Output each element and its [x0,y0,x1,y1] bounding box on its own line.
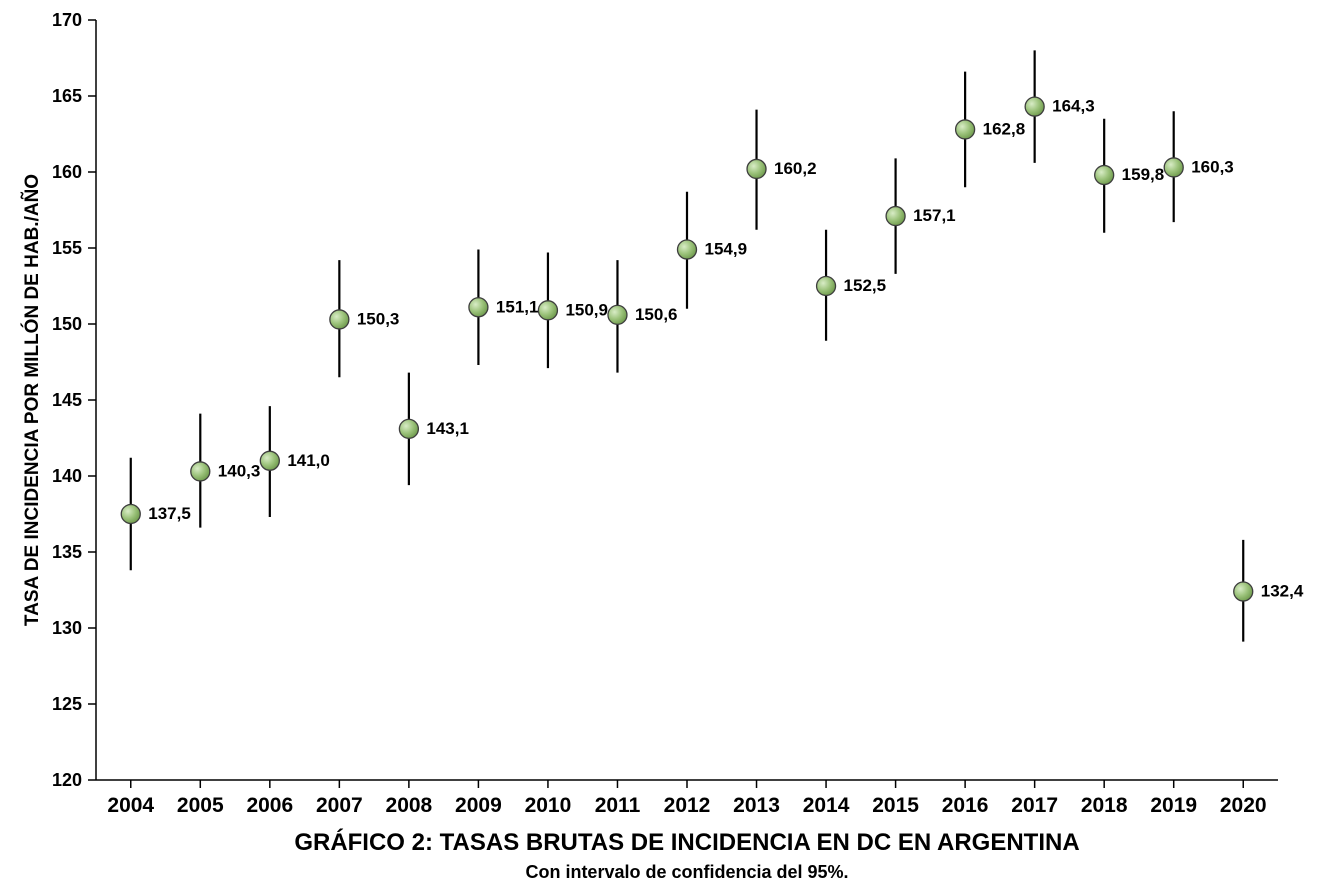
y-tick-label: 170 [52,10,82,30]
data-point [608,305,627,324]
data-point-label: 150,9 [565,300,608,319]
data-point-label: 150,3 [357,309,400,328]
x-tick-label: 2017 [1011,794,1058,817]
y-tick-label: 125 [52,694,82,714]
x-tick-label: 2006 [246,794,293,817]
y-tick-label: 135 [52,542,82,562]
y-tick-label: 165 [52,86,82,106]
y-tick-label: 160 [52,162,82,182]
data-point [886,207,905,226]
y-axis-title: TASA DE INCIDENCIA POR MILLÓN DE HAB./AÑ… [21,174,43,626]
data-point [191,462,210,481]
x-tick-label: 2008 [386,794,433,817]
x-tick-label: 2012 [664,794,711,817]
y-tick-label: 130 [52,618,82,638]
x-tick-label: 2020 [1220,794,1267,817]
data-point [1095,166,1114,185]
data-point-label: 160,3 [1191,157,1234,176]
y-tick-label: 145 [52,390,82,410]
data-point-label: 141,0 [287,451,330,470]
x-tick-label: 2009 [455,794,502,817]
data-point [1164,158,1183,177]
x-tick-label: 2019 [1150,794,1197,817]
x-tick-label: 2016 [942,794,989,817]
data-point-label: 152,5 [844,276,887,295]
data-point-label: 162,8 [983,119,1026,138]
x-tick-label: 2004 [107,794,154,817]
data-point [538,301,557,320]
data-point [260,451,279,470]
y-tick-label: 150 [52,314,82,334]
y-tick-label: 120 [52,770,82,790]
y-tick-label: 140 [52,466,82,486]
data-point [817,277,836,296]
data-point-label: 140,3 [218,461,261,480]
data-point [1234,582,1253,601]
data-point [399,419,418,438]
x-tick-label: 2010 [525,794,572,817]
data-point-label: 151,1 [496,297,539,316]
data-point-label: 143,1 [426,419,469,438]
data-point-label: 164,3 [1052,97,1095,116]
chart-title: GRÁFICO 2: TASAS BRUTAS DE INCIDENCIA EN… [294,828,1079,856]
data-point-label: 150,6 [635,305,678,324]
x-tick-label: 2011 [595,794,641,817]
x-tick-label: 2018 [1081,794,1128,817]
data-point-label: 159,8 [1122,165,1165,184]
data-point [1025,97,1044,116]
x-tick-label: 2005 [177,794,224,817]
x-tick-label: 2007 [316,794,363,817]
data-point-label: 137,5 [148,504,191,523]
data-point [469,298,488,317]
data-point [121,505,140,524]
x-tick-label: 2015 [872,794,919,817]
y-tick-label: 155 [52,238,82,258]
data-point [956,120,975,139]
x-tick-label: 2013 [733,794,780,817]
x-tick-label: 2014 [803,794,850,817]
data-point-label: 132,4 [1261,582,1304,601]
data-point-label: 160,2 [774,159,817,178]
data-point-label: 154,9 [705,240,748,259]
chart-subtitle: Con intervalo de confidencia del 95%. [525,862,848,882]
chart-container: 120 125 130 135 140 145 150 155 160 165 170 TASA DE… [0,0,1318,894]
data-point [330,310,349,329]
data-point-label: 157,1 [913,206,956,225]
data-point [678,240,697,259]
chart-svg: 120 125 130 135 140 145 150 155 160 165 170 TASA DE… [0,0,1318,894]
data-point [747,159,766,178]
